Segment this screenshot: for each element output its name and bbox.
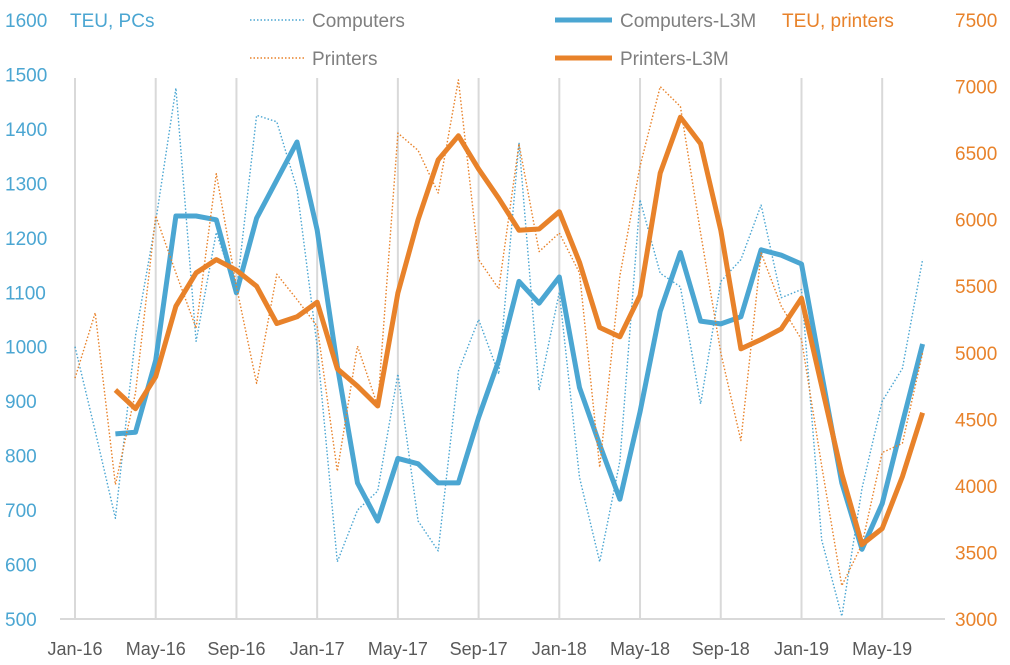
left-y-tick-label: 900 [5, 392, 37, 413]
legend-label-printers-l3m: Printers-L3M [620, 49, 729, 70]
left-y-tick-label: 1500 [5, 65, 47, 86]
right-axis-title: TEU, printers [782, 11, 894, 32]
x-tick-label: May-16 [126, 639, 186, 659]
left-y-tick-label: 700 [5, 501, 37, 522]
left-y-tick-label: 1300 [5, 174, 47, 195]
x-tick-label: Sep-17 [450, 639, 508, 659]
legend-label-computers-l3m: Computers-L3M [620, 11, 756, 32]
x-tick-label: Sep-16 [207, 639, 265, 659]
legend-item-printers-l3m: Printers-L3M [555, 49, 729, 70]
x-tick-label: May-18 [610, 639, 670, 659]
legend-label-printers: Printers [312, 49, 377, 70]
x-tick-label: Jan-16 [47, 639, 102, 659]
right-y-axis-ticks: 3000 3500 4000 4500 5000 5500 6000 6500 7000 7500 [955, 11, 997, 631]
left-y-axis-ticks: 500 600 700 800 900 1000 1100 1200 1300 1400 1500 1… [5, 11, 47, 631]
right-y-tick-label: 3000 [955, 610, 997, 631]
right-y-tick-label: 4000 [955, 477, 997, 498]
left-y-tick-label: 500 [5, 610, 37, 631]
x-tick-label: Sep-18 [692, 639, 750, 659]
right-y-tick-label: 4500 [955, 410, 997, 431]
x-tick-label: Jan-17 [290, 639, 345, 659]
legend-item-computers: Computers [250, 11, 405, 32]
right-y-tick-label: 5500 [955, 277, 997, 298]
right-y-tick-label: 3500 [955, 543, 997, 564]
left-y-tick-label: 1200 [5, 229, 47, 250]
legend: Computers Computers-L3M Printers Printer… [250, 11, 756, 70]
gridlines [74, 78, 884, 619]
left-axis-title: TEU, PCs [70, 11, 154, 32]
left-y-tick-label: 1000 [5, 338, 47, 359]
left-y-tick-label: 1100 [5, 283, 46, 304]
legend-item-printers: Printers [250, 49, 377, 70]
series-lines [74, 79, 926, 617]
x-axis-ticks: Jan-16 May-16 Sep-16 Jan-17 May-17 Sep-17 Jan-… [47, 639, 912, 659]
series-line-printers [74, 79, 924, 587]
left-y-tick-label: 1400 [5, 120, 47, 141]
right-y-tick-label: 6000 [955, 211, 997, 232]
right-y-tick-label: 6500 [955, 144, 997, 165]
right-y-tick-label: 7500 [955, 11, 997, 32]
right-y-tick-label: 7000 [955, 78, 997, 99]
legend-item-computers-l3m: Computers-L3M [555, 11, 756, 32]
x-tick-label: Jan-19 [774, 639, 829, 659]
x-tick-label: Jan-18 [532, 639, 587, 659]
left-y-tick-label: 600 [5, 556, 37, 577]
x-tick-label: May-19 [852, 639, 912, 659]
left-y-tick-label: 1600 [5, 11, 47, 32]
legend-label-computers: Computers [312, 11, 405, 32]
left-y-tick-label: 800 [5, 447, 37, 468]
x-tick-label: May-17 [368, 639, 428, 659]
right-y-tick-label: 5000 [955, 344, 997, 365]
